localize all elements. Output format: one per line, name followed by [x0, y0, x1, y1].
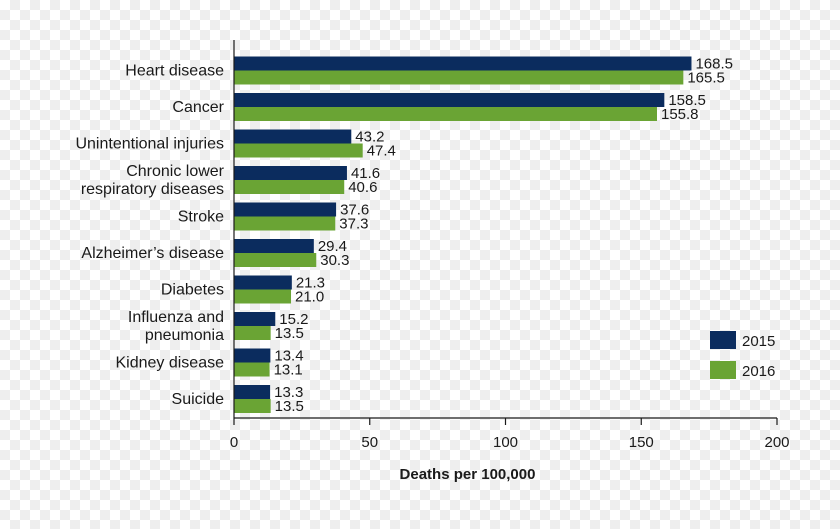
x-tick-label-200: 200 [764, 434, 789, 451]
category-label-chronic-lower-respiratory-diseases-line-1: Chronic lower [126, 163, 224, 180]
x-tick-label-150: 150 [629, 434, 654, 451]
x-tick-label-100: 100 [493, 434, 518, 451]
x-tick-label-50: 50 [361, 434, 378, 451]
value-label-kidney-disease-2015: 13.4 [274, 348, 303, 365]
category-label-stroke: Stroke [178, 209, 224, 226]
bar-unintentional-injuries-2015 [234, 129, 352, 144]
value-label-alzheimer-s-disease-2015: 29.4 [318, 238, 347, 255]
category-label-alzheimer-s-disease: Alzheimer’s disease [81, 245, 224, 262]
bar-influenza-and-pneumonia-2015 [234, 312, 276, 326]
category-label-influenza-and-pneumonia-line-1: Influenza and [128, 309, 224, 326]
bar-suicide-2015 [234, 385, 271, 399]
legend-label-2016: 2016 [742, 363, 775, 380]
category-label-cancer: Cancer [172, 99, 224, 116]
value-label-unintentional-injuries-2016: 47.4 [367, 143, 396, 160]
value-label-chronic-lower-respiratory-diseases-2016: 40.6 [348, 179, 377, 196]
value-label-heart-disease-2016: 165.5 [687, 70, 725, 87]
value-label-alzheimer-s-disease-2016: 30.3 [320, 252, 349, 269]
value-label-cancer-2015: 158.5 [668, 92, 706, 109]
value-label-suicide-2015: 13.3 [274, 384, 303, 401]
bar-stroke-2016 [234, 216, 336, 231]
bar-diabetes-2016 [234, 289, 292, 304]
bar-heart-disease-2016 [234, 70, 684, 85]
value-label-suicide-2016: 13.5 [275, 398, 304, 415]
bar-suicide-2016 [234, 399, 271, 413]
value-label-stroke-2016: 37.3 [339, 216, 368, 233]
x-axis-title: Deaths per 100,000 [400, 466, 536, 483]
bar-diabetes-2015 [234, 275, 292, 290]
value-label-influenza-and-pneumonia-2016: 13.5 [275, 325, 304, 342]
value-label-unintentional-injuries-2015: 43.2 [355, 129, 384, 146]
category-label-kidney-disease: Kidney disease [115, 355, 224, 372]
bar-heart-disease-2015 [234, 56, 692, 71]
bar-chronic-lower-respiratory-diseases-2016 [234, 180, 345, 194]
bar-alzheimer-s-disease-2015 [234, 239, 314, 253]
bar-alzheimer-s-disease-2016 [234, 253, 317, 267]
bar-cancer-2015 [234, 93, 665, 107]
x-tick-label-0: 0 [230, 434, 238, 451]
legend-swatch-2016 [710, 361, 736, 379]
value-label-cancer-2016: 155.8 [661, 106, 699, 123]
category-label-heart-disease: Heart disease [125, 63, 224, 80]
category-label-diabetes: Diabetes [161, 282, 224, 299]
category-label-chronic-lower-respiratory-diseases-line-2: respiratory diseases [81, 181, 224, 198]
bar-unintentional-injuries-2016 [234, 143, 363, 158]
category-label-unintentional-injuries: Unintentional injuries [75, 136, 224, 153]
value-label-stroke-2015: 37.6 [340, 202, 369, 219]
value-label-diabetes-2015: 21.3 [296, 275, 325, 292]
legend-label-2015: 2015 [742, 333, 775, 350]
value-label-kidney-disease-2016: 13.1 [274, 362, 303, 379]
bar-chronic-lower-respiratory-diseases-2015 [234, 166, 347, 180]
category-label-influenza-and-pneumonia-line-2: pneumonia [145, 327, 224, 344]
category-label-suicide: Suicide [172, 391, 225, 408]
bar-influenza-and-pneumonia-2016 [234, 326, 271, 340]
legend-swatch-2015 [710, 331, 736, 349]
value-label-heart-disease-2015: 168.5 [695, 56, 733, 73]
bar-cancer-2016 [234, 107, 657, 121]
value-label-influenza-and-pneumonia-2015: 15.2 [279, 311, 308, 328]
bar-kidney-disease-2016 [234, 362, 270, 377]
value-label-chronic-lower-respiratory-diseases-2015: 41.6 [351, 165, 380, 182]
bar-kidney-disease-2015 [234, 348, 271, 363]
value-label-diabetes-2016: 21.0 [295, 289, 324, 306]
bar-stroke-2015 [234, 202, 337, 217]
